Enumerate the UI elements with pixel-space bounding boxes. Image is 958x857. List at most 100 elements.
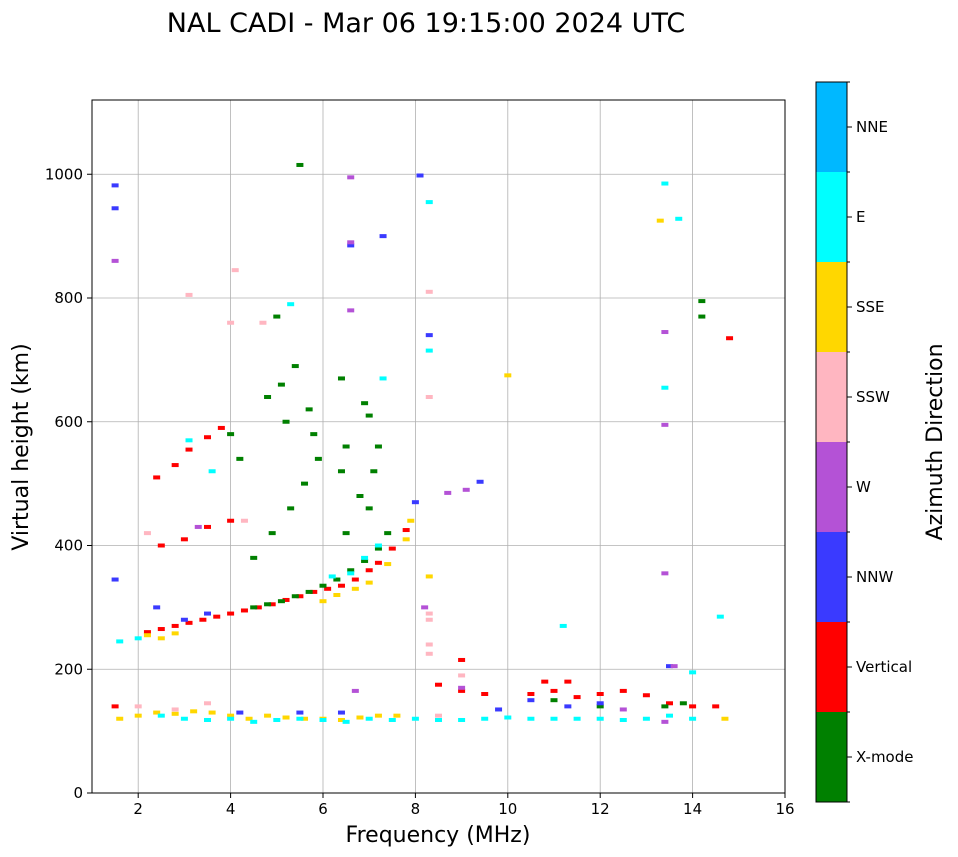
data-point xyxy=(689,704,697,709)
data-point xyxy=(356,494,364,498)
data-point xyxy=(273,717,281,722)
data-point xyxy=(296,716,304,721)
data-point xyxy=(393,713,401,718)
colorbar-label: SSW xyxy=(856,388,890,406)
data-point xyxy=(527,692,535,696)
data-point xyxy=(421,605,429,610)
data-point xyxy=(171,623,179,628)
data-point xyxy=(416,173,424,178)
data-point xyxy=(425,611,433,616)
y-axis-label: Virtual height (km) xyxy=(9,343,34,550)
data-point xyxy=(254,605,262,610)
data-point xyxy=(259,320,267,325)
data-points xyxy=(111,162,734,724)
data-point xyxy=(116,716,124,721)
data-point xyxy=(268,602,276,607)
data-point xyxy=(153,710,161,715)
data-point xyxy=(347,571,355,576)
data-point xyxy=(402,528,410,533)
data-point xyxy=(264,395,272,399)
data-point xyxy=(236,456,244,461)
data-point xyxy=(111,577,119,582)
data-point xyxy=(185,438,193,443)
data-point xyxy=(411,716,419,721)
data-point xyxy=(411,500,419,505)
data-point xyxy=(425,289,433,294)
data-point xyxy=(287,302,295,307)
data-point xyxy=(721,716,729,721)
colorbar-label: SSE xyxy=(856,298,885,316)
data-point xyxy=(642,716,650,721)
data-point xyxy=(351,688,359,693)
data-point xyxy=(204,717,211,722)
y-tick-label: 600 xyxy=(54,413,83,431)
data-point xyxy=(550,688,558,693)
data-point xyxy=(217,425,225,430)
data-point xyxy=(157,636,165,641)
data-point xyxy=(425,395,433,399)
colorbar-segment xyxy=(816,622,847,712)
data-point xyxy=(619,688,627,693)
colorbar-segment xyxy=(816,352,847,442)
data-point xyxy=(541,679,549,684)
data-point xyxy=(277,382,285,387)
data-point xyxy=(268,531,276,536)
data-point xyxy=(337,376,345,381)
colorbar-label: NNW xyxy=(856,568,893,586)
data-point xyxy=(227,713,235,718)
data-point xyxy=(596,716,604,721)
data-point xyxy=(180,716,188,721)
data-point xyxy=(291,594,299,599)
data-point xyxy=(204,524,211,529)
data-point xyxy=(374,560,382,565)
data-point xyxy=(347,240,355,245)
data-point xyxy=(374,444,382,449)
data-point xyxy=(365,716,373,721)
data-point xyxy=(402,537,410,542)
y-tick-label: 800 xyxy=(54,289,83,307)
colorbar-label: W xyxy=(856,478,871,496)
data-point xyxy=(291,364,299,369)
data-point xyxy=(370,469,378,474)
data-point xyxy=(333,593,341,597)
x-tick-label: 4 xyxy=(226,800,236,818)
data-point xyxy=(324,586,332,591)
data-point xyxy=(333,577,341,582)
data-point xyxy=(444,490,452,495)
data-point xyxy=(361,401,369,406)
data-point xyxy=(481,716,489,721)
colorbar-label: NNE xyxy=(856,118,888,136)
data-point xyxy=(305,407,313,412)
data-point xyxy=(296,162,304,167)
data-point xyxy=(679,701,687,706)
data-point xyxy=(342,531,350,536)
data-point xyxy=(435,713,442,718)
data-point xyxy=(227,518,235,523)
data-point xyxy=(573,716,581,721)
data-point xyxy=(199,617,207,622)
data-point xyxy=(171,631,179,636)
data-point xyxy=(619,717,627,722)
data-point xyxy=(661,704,669,709)
data-point xyxy=(661,181,669,186)
data-point xyxy=(666,701,673,706)
x-tick-label: 6 xyxy=(318,800,328,818)
data-point xyxy=(425,200,433,205)
data-point xyxy=(111,258,119,263)
data-point xyxy=(296,710,304,715)
data-point xyxy=(301,716,309,721)
data-point xyxy=(476,479,484,484)
grid-lines xyxy=(92,100,785,793)
data-point xyxy=(374,713,382,718)
data-point xyxy=(277,599,285,604)
chart-title: NAL CADI - Mar 06 19:15:00 2024 UTC xyxy=(167,8,685,39)
data-point xyxy=(245,716,253,721)
data-point xyxy=(347,308,355,313)
data-point xyxy=(227,611,235,616)
data-point xyxy=(282,597,290,602)
data-point xyxy=(351,577,359,582)
data-point xyxy=(111,206,119,211)
data-point xyxy=(347,175,355,180)
data-point xyxy=(425,333,433,338)
data-point xyxy=(153,475,161,480)
